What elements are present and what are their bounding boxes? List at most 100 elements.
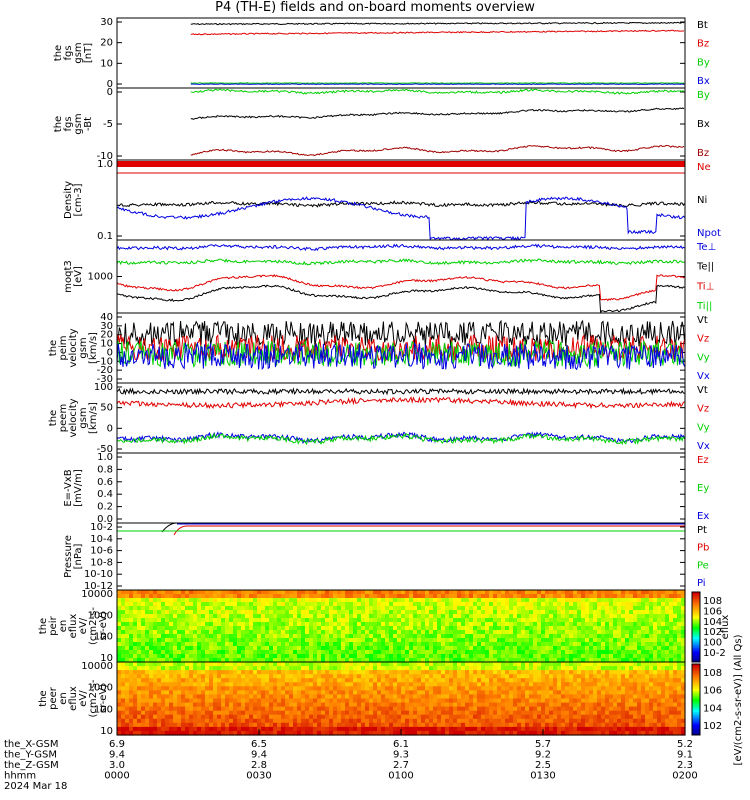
spectro-cell bbox=[585, 594, 590, 599]
spectro-cell bbox=[369, 634, 374, 639]
spectro-cell bbox=[361, 686, 366, 691]
spectro-cell bbox=[401, 642, 406, 647]
spectro-cell bbox=[181, 590, 186, 595]
spectro-cell bbox=[549, 698, 554, 704]
spectro-cell bbox=[153, 602, 158, 607]
spectro-cell bbox=[285, 598, 290, 603]
spectro-cell bbox=[661, 630, 666, 635]
spectro-cell bbox=[253, 646, 258, 651]
spectro-cell bbox=[393, 666, 398, 671]
spectro-cell bbox=[409, 590, 414, 595]
spectro-cell bbox=[177, 686, 182, 691]
spectro-cell bbox=[169, 650, 174, 655]
spectro-cell bbox=[449, 678, 454, 683]
spectro-cell bbox=[385, 650, 390, 655]
spectro-cell bbox=[217, 670, 222, 675]
spectro-cell bbox=[665, 666, 670, 671]
spectro-cell bbox=[469, 694, 474, 700]
spectro-cell bbox=[377, 670, 382, 675]
ylabel-line: the bbox=[53, 116, 64, 132]
spectro-cell bbox=[245, 714, 250, 720]
spectro-cell bbox=[437, 634, 442, 639]
spectro-cell bbox=[429, 654, 434, 659]
spectro-cell bbox=[237, 626, 242, 631]
spectro-cell bbox=[337, 682, 342, 687]
spectro-cell bbox=[429, 598, 434, 603]
spectro-cell bbox=[597, 630, 602, 635]
spectro-cell bbox=[677, 626, 682, 631]
spectro-cell bbox=[365, 694, 370, 700]
spectro-cell bbox=[501, 622, 506, 627]
spectro-cell bbox=[669, 686, 674, 691]
spectro-cell bbox=[577, 630, 582, 635]
spectro-cell bbox=[585, 714, 590, 720]
spectro-cell bbox=[649, 658, 654, 663]
spectro-cell bbox=[525, 598, 530, 603]
spectro-cell bbox=[489, 646, 494, 651]
spectro-cell bbox=[133, 638, 138, 643]
spectro-cell bbox=[173, 666, 178, 671]
spectro-cell bbox=[465, 694, 470, 700]
spectro-cell bbox=[377, 718, 382, 724]
spectro-cell bbox=[293, 698, 298, 704]
spectro-cell bbox=[673, 662, 678, 667]
spectro-cell bbox=[365, 618, 370, 623]
spectro-cell bbox=[181, 662, 186, 667]
spectro-cell bbox=[173, 618, 178, 623]
spectro-cell bbox=[249, 594, 254, 599]
spectro-cell bbox=[137, 658, 142, 663]
spectro-cell bbox=[285, 714, 290, 720]
spectro-cell bbox=[585, 662, 590, 667]
spectro-cell bbox=[273, 642, 278, 647]
spectro-cell bbox=[253, 714, 258, 720]
spectro-cell bbox=[461, 634, 466, 639]
spectro-cell bbox=[269, 718, 274, 724]
spectro-cell bbox=[521, 590, 526, 595]
spectro-cell bbox=[241, 678, 246, 683]
spectro-cell bbox=[337, 722, 342, 728]
spectro-cell bbox=[525, 678, 530, 683]
spectro-cell bbox=[221, 662, 226, 667]
spectro-cell bbox=[149, 618, 154, 623]
spectro-cell bbox=[233, 650, 238, 655]
spectro-cell bbox=[561, 618, 566, 623]
spectro-cell bbox=[241, 706, 246, 712]
spectro-cell bbox=[437, 694, 442, 700]
spectro-cell bbox=[229, 610, 234, 615]
spectro-cell bbox=[201, 682, 206, 687]
spectro-cell bbox=[489, 626, 494, 631]
spectro-cell bbox=[321, 686, 326, 691]
spectro-cell bbox=[329, 694, 334, 700]
spectro-cell bbox=[593, 654, 598, 659]
spectro-cell bbox=[185, 710, 190, 716]
spectro-cell bbox=[153, 594, 158, 599]
spectro-cell bbox=[369, 702, 374, 708]
spectro-cell bbox=[405, 698, 410, 704]
spectro-cell bbox=[437, 638, 442, 643]
spectro-cell bbox=[381, 622, 386, 627]
spectro-cell bbox=[521, 650, 526, 655]
spectro-cell bbox=[161, 590, 166, 595]
spectro-cell bbox=[613, 638, 618, 643]
spectro-cell bbox=[321, 710, 326, 716]
spectro-cell bbox=[305, 718, 310, 724]
spectro-cell bbox=[277, 698, 282, 704]
spectro-cell bbox=[469, 654, 474, 659]
spectro-cell bbox=[337, 622, 342, 627]
spectro-cell bbox=[405, 626, 410, 631]
spectro-cell bbox=[513, 658, 518, 663]
spectro-cell bbox=[257, 722, 262, 728]
spectro-cell bbox=[365, 674, 370, 679]
spectro-cell bbox=[613, 662, 618, 667]
spectro-cell bbox=[521, 666, 526, 671]
spectro-cell bbox=[321, 646, 326, 651]
spectro-cell bbox=[233, 666, 238, 671]
spectro-cell bbox=[317, 722, 322, 728]
spectro-cell bbox=[245, 658, 250, 663]
spectro-cell bbox=[673, 590, 678, 595]
spectro-cell bbox=[153, 678, 158, 683]
spectro-cell bbox=[241, 630, 246, 635]
spectro-cell bbox=[517, 590, 522, 595]
spectro-cell bbox=[269, 594, 274, 599]
spectro-cell bbox=[345, 598, 350, 603]
